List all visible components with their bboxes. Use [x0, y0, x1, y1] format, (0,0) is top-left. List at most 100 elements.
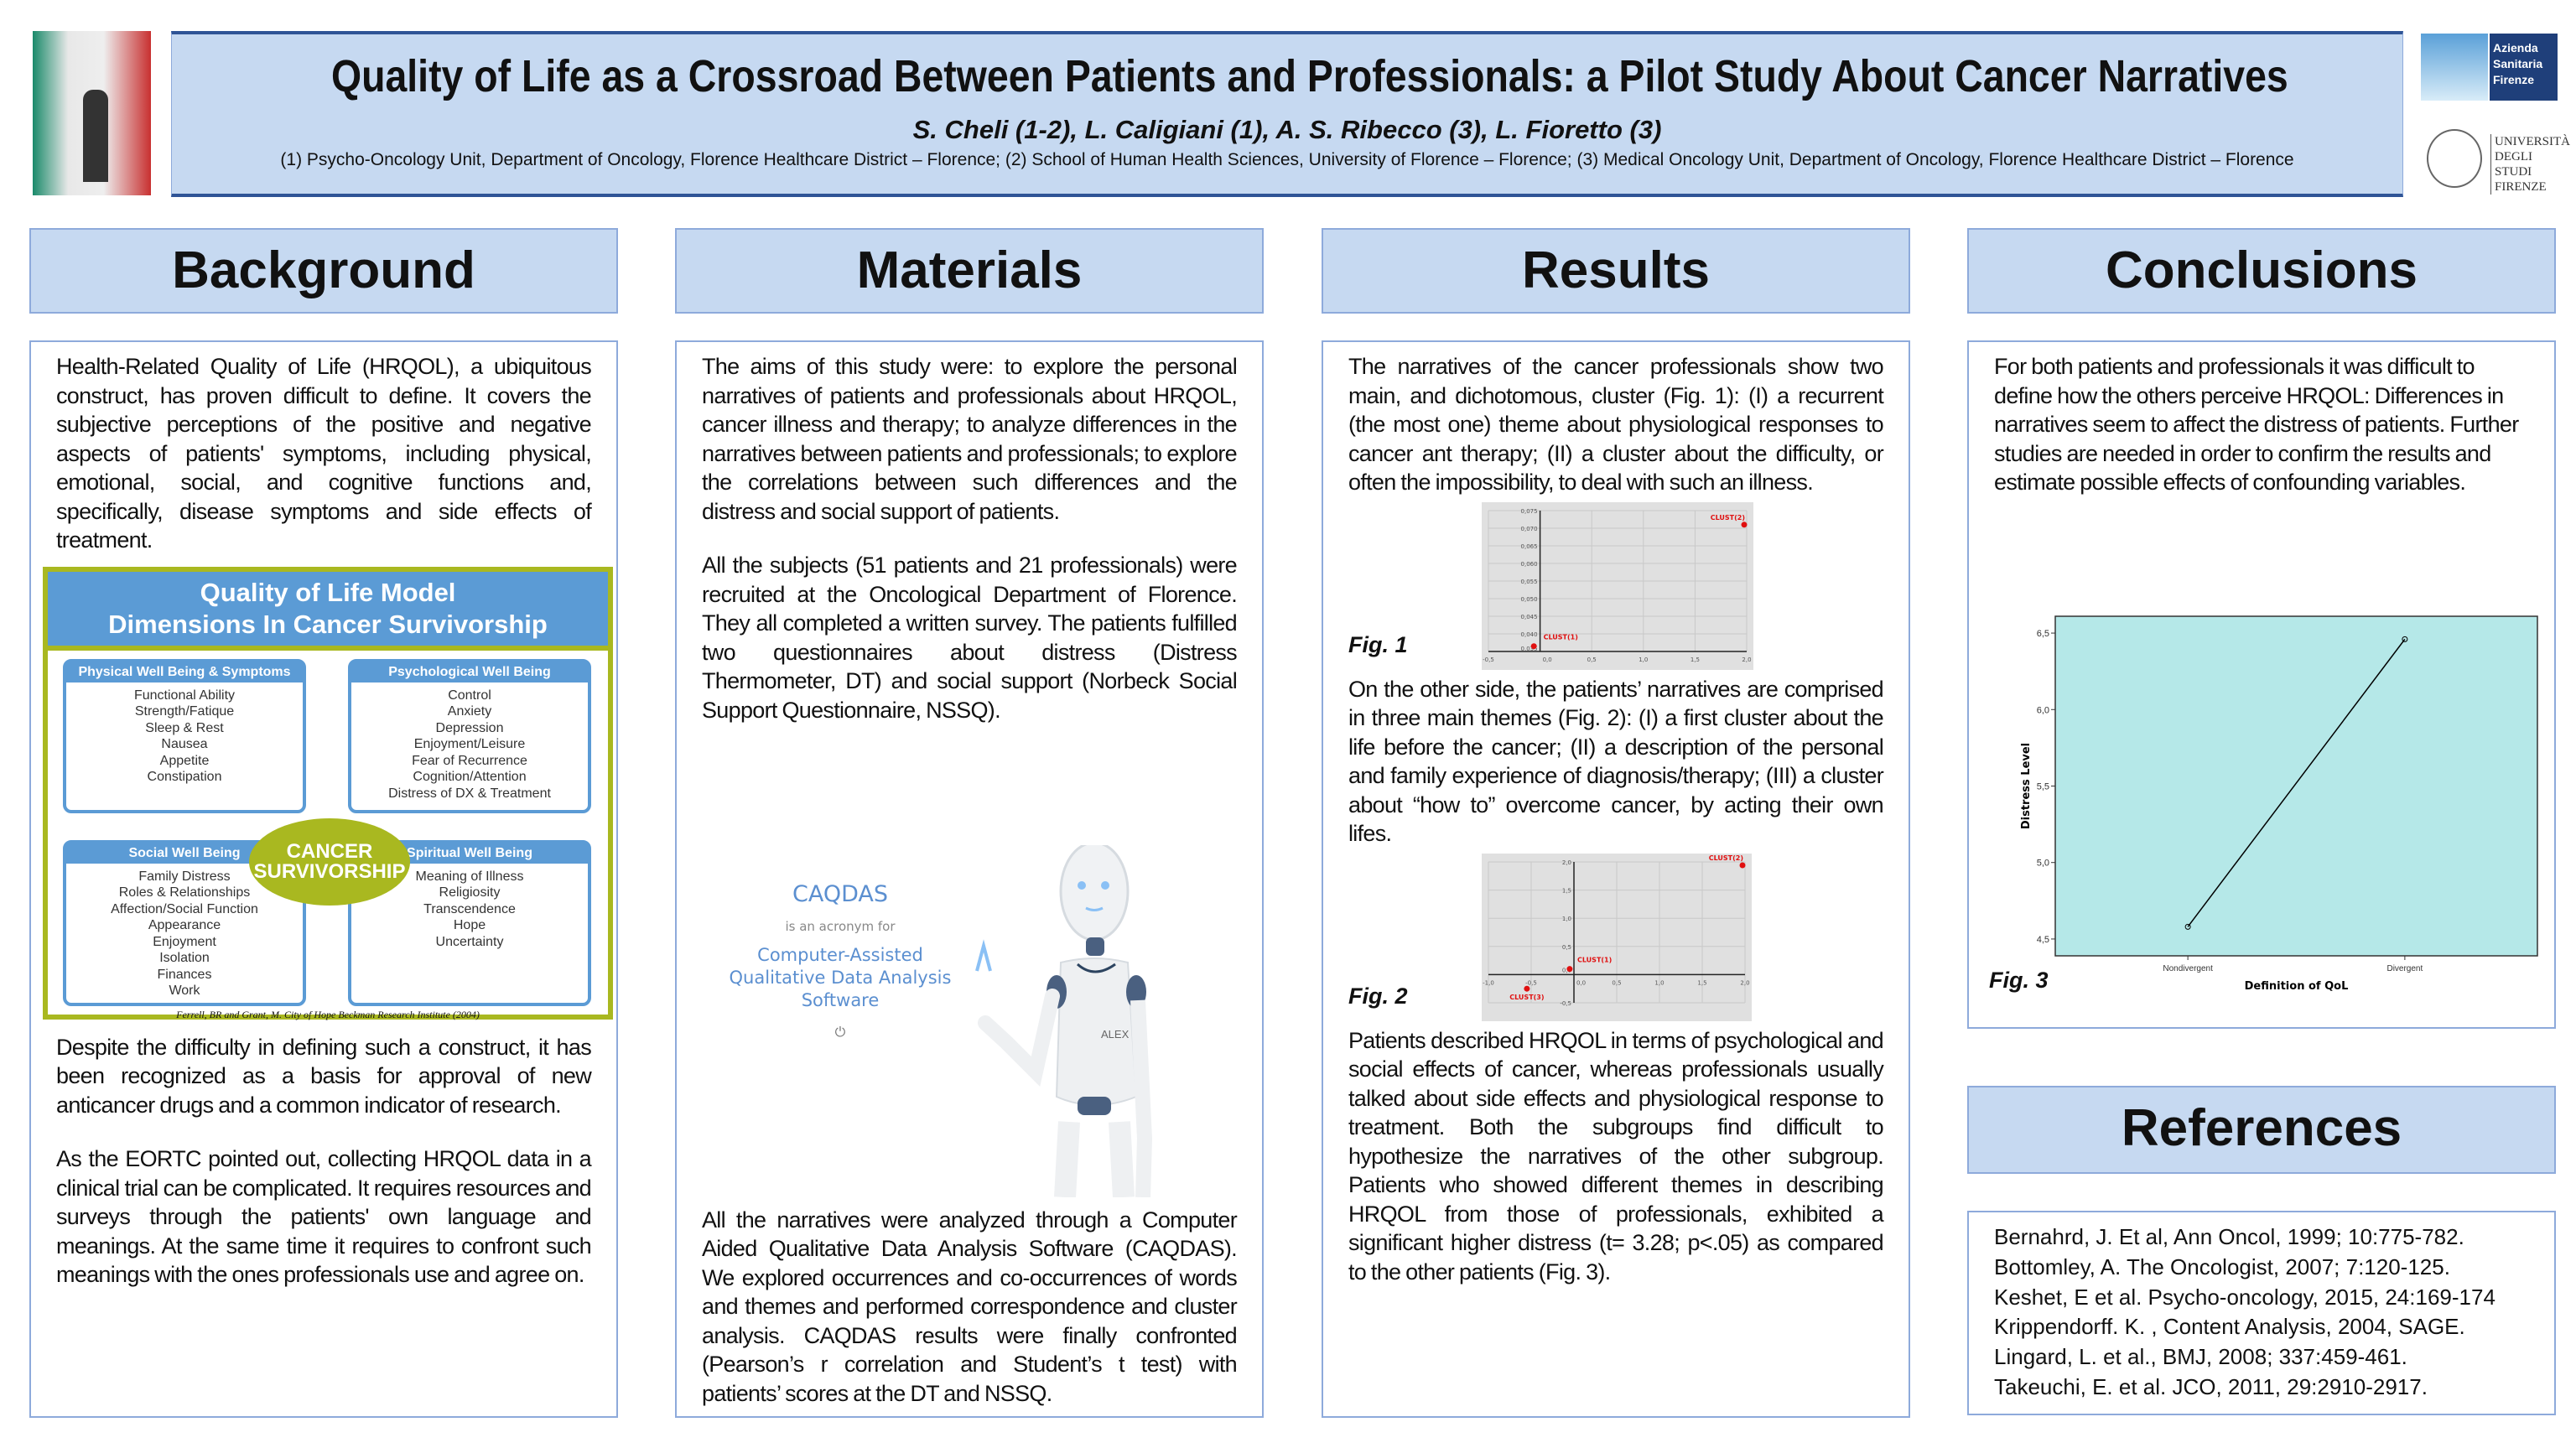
results-paragraph-3: Patients described HRQOL in terms of psy… [1348, 1027, 1884, 1285]
background-paragraph-1: Health-Related Quality of Life (HRQOL), … [56, 354, 592, 553]
qol-dimension-item: Enjoyment/Leisure [413, 737, 526, 751]
qol-dimension-item: Functional Ability [133, 688, 236, 703]
caqdas-acronym: CAQDAS [792, 880, 889, 907]
data-point [1739, 862, 1746, 868]
plot-area [2054, 615, 2538, 957]
qol-dimension-box: Psychological Well Being Control Anxiety De… [348, 658, 591, 813]
qol-dimension-item: Appearance [148, 918, 221, 932]
qol-dimension-item: Meaning of Illness [415, 869, 524, 884]
unifi-seal [2427, 129, 2482, 188]
background-paragraph-3: As the EORTC pointed out, collecting HRQ… [56, 1146, 592, 1287]
caqdas-line1: Computer-Assisted [757, 944, 923, 965]
caqdas-line2: Qualitative Data Analysis [729, 967, 952, 988]
conclusions-paragraph: For both patients and professionals it w… [1994, 354, 2519, 495]
qol-dimension-item: Religiosity [439, 885, 501, 900]
asl-logo-mark [2421, 34, 2488, 101]
results-panel: The narratives of the cancer professiona… [1322, 340, 1910, 1418]
qol-dimension-item: Appetite [159, 753, 210, 768]
x-tick-label: Divergent [2386, 964, 2423, 973]
x-tick-label: 0,0 [1543, 657, 1552, 663]
qol-dimension-item: Isolation [159, 951, 210, 965]
qol-dimension-item: Fear of Recurrence [412, 753, 527, 768]
qol-citation: Ferrell, BR and Grant, M. City of Hope B… [176, 1008, 480, 1020]
background-heading: Background [29, 228, 618, 314]
reference-item: Krippendorff. K. , Content Analysis, 200… [1994, 1314, 2465, 1340]
y-tick-label: 6,5 [2037, 629, 2049, 639]
y-tick-label: 1,5 [1562, 887, 1571, 894]
x-tick-label: 1,0 [1639, 657, 1648, 663]
y-tick-label: 5,0 [2037, 859, 2049, 869]
materials-paragraph-2: All the subjects (51 patients and 21 pro… [702, 553, 1238, 723]
references-heading: References [1967, 1086, 2556, 1174]
center-line2: SURVIVORSHIP [253, 859, 406, 883]
qol-title-line1: Quality of Life Model [200, 577, 456, 607]
references-panel: Bernahrd, J. Et al, Ann Oncol, 1999; 10:… [1967, 1211, 2556, 1415]
qol-dimension-item: Finances [157, 967, 212, 982]
fig2-scatter-chart: -1,0 -0,5 0,5 1,0 1,5 2,0 0,0 -0,5 0,5 1,0 1,5 2,0 0… [1482, 853, 1752, 1021]
y-tick-label: 4,5 [2037, 935, 2049, 945]
reference-item: Bernahrd, J. Et al, Ann Oncol, 1999; 10:… [1994, 1224, 2464, 1249]
qol-dimension-item: Enjoyment [153, 934, 216, 949]
caqdas-line3: Software [801, 989, 880, 1010]
x-tick-label: 2,0 [1742, 657, 1751, 663]
congress-logo [33, 31, 151, 195]
center-line1: CANCER [286, 839, 373, 863]
x-tick-label: 2,0 [1740, 979, 1749, 986]
x-tick-label: -0,5 [1483, 657, 1494, 663]
data-point [2402, 636, 2408, 642]
qol-dimension-item: Work [169, 983, 200, 998]
background-paragraph-2: Despite the difficulty in defining such … [56, 1034, 592, 1118]
qol-dimension-item: Roles & Relationships [118, 885, 251, 900]
fig2-label: Fig. 2 [1348, 983, 1408, 1009]
results-paragraph-1: The narratives of the cancer professiona… [1348, 354, 1884, 495]
data-point [1566, 965, 1573, 972]
qol-dimension-item: Hope [453, 918, 486, 932]
qol-dimension-item: Sleep & Rest [145, 720, 224, 735]
materials-paragraph-3: All the narratives were analyzed through… [702, 1207, 1238, 1406]
y-tick-label: 0,040 [1521, 631, 1538, 638]
x-tick-label: 1,0 [1654, 979, 1664, 986]
materials-heading: Materials [675, 228, 1264, 314]
qol-dimension-item: Control [448, 688, 491, 703]
robot-label: ALEX [1101, 1028, 1130, 1041]
reference-item: Keshet, E et al. Psycho-oncology, 2015, … [1994, 1284, 2496, 1310]
x-tick-label: -0,5 [1525, 979, 1537, 986]
data-point [1530, 642, 1537, 649]
point-label: CLUST(2) [1709, 854, 1743, 862]
qol-dimension-item: Depression [435, 720, 504, 735]
cancer-survivorship-center: CANCER SURVIVORSHIP [249, 817, 410, 906]
fig3-label: Fig. 3 [1989, 968, 2049, 993]
qol-dimension-item: Uncertainty [435, 934, 504, 949]
y-tick-label: 0,055 [1521, 579, 1538, 585]
fig1-label: Fig. 1 [1348, 631, 1408, 657]
y-tick-label: 0,065 [1521, 543, 1538, 550]
robot-illustration: ALEX [975, 844, 1153, 1197]
qol-dimension-item: Affection/Social Function [111, 901, 258, 916]
reference-item: Lingard, L. et al., BMJ, 2008; 337:459-4… [1994, 1344, 2407, 1370]
materials-paragraph-1: The aims of this study were: to explore … [702, 354, 1238, 524]
fig2-row: Fig. 2 -1,0 -0,5 0,5 1,0 1,5 2,0 0,0 -0,5 0,5 1,0… [1348, 853, 1883, 1021]
unifi-logo: UNIVERSITÀ DEGLI STUDI FIRENZE [2423, 126, 2570, 195]
fig3-area: 4,5 5,0 5,5 6,0 6,5 Nondivergent Divergent Defi… [1989, 497, 2538, 1020]
qol-dimension-item: Family Distress [138, 869, 231, 884]
qol-dimension-title: Physical Well Being & Symptoms [66, 662, 303, 682]
y-tick-label: 0,060 [1521, 561, 1538, 568]
fig3-line-chart: 4,5 5,0 5,5 6,0 6,5 Nondivergent Divergent Defi… [2020, 615, 2538, 993]
conclusions-panel: For both patients and professionals it w… [1967, 340, 2556, 1029]
reference-item: Bottomley, A. The Oncologist, 2007; 7:12… [1994, 1253, 2450, 1279]
x-tick-label: 0,5 [1612, 979, 1621, 986]
y-tick-label: 0,050 [1521, 596, 1538, 603]
reference-item: Takeuchi, E. et al. JCO, 2011, 29:2910-2… [1994, 1373, 2428, 1399]
point-label: CLUST(3) [1509, 994, 1544, 1001]
chart-background [1482, 501, 1753, 670]
fig1-row: Fig. 1 -0,5 0,5 1,0 1,5 2,0 0,0 0,035 0,040 0,04… [1348, 501, 1883, 670]
y-tick-label: 0,075 [1521, 508, 1538, 515]
poster-title: Quality of Life as a Crossroad Between P… [330, 51, 2288, 101]
qol-dimension-item: Constipation [147, 770, 222, 784]
x-axis-title: Definition of QoL [2245, 980, 2349, 993]
fig1-scatter-chart: -0,5 0,5 1,0 1,5 2,0 0,0 0,035 0,040 0,045 0,050 0… [1482, 501, 1753, 670]
qol-dimension-item: Strength/Fatique [134, 704, 235, 719]
qol-dimension-item: Nausea [161, 737, 208, 751]
y-tick-label: 0,035 [1521, 646, 1538, 652]
point-label: CLUST(1) [1577, 956, 1612, 963]
